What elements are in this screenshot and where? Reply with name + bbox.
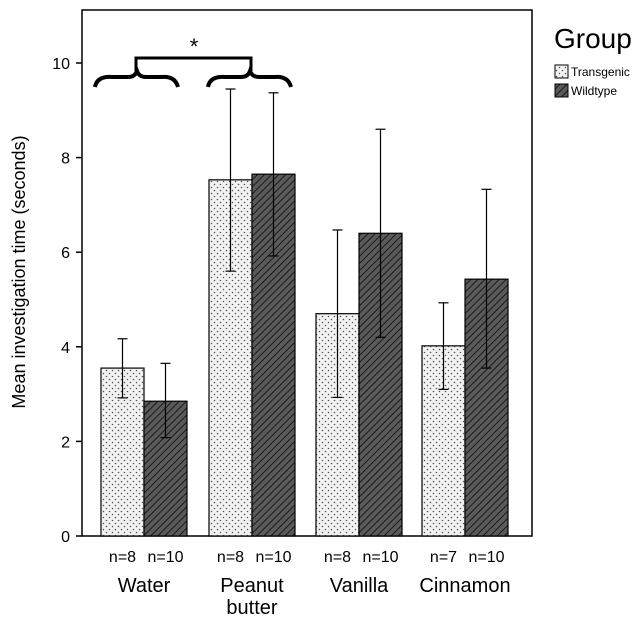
n-labels: n=8 n=10 n=8 n=10 n=8 n=10 n=7 n=10 [109,549,505,566]
brace-right [206,64,293,88]
y-axis: 0 2 4 6 8 10 [52,56,82,546]
x-category-label: Vanilla [330,575,389,597]
legend-swatch-wildtype [554,83,569,98]
n-label: n=10 [147,549,183,566]
x-category-label: Water [118,575,171,597]
category-labels: Water Peanut butter Vanilla Cinnamon [118,575,511,619]
n-label: n=10 [362,549,398,566]
x-category-label: Cinnamon [419,575,510,597]
n-label: n=10 [255,549,291,566]
x-category-label: Peanut butter [220,575,284,619]
significance-star: * [190,34,199,59]
plot-frame [81,9,533,537]
legend-swatch-transgenic [554,64,569,79]
n-label: n=10 [468,549,504,566]
y-tick-label: 2 [61,434,70,451]
y-tick-label: 0 [61,529,70,546]
bar-transgenic-1 [208,179,253,537]
legend-label-transgenic: Transgenic [571,65,630,79]
legend-label-wildtype: Wildtype [571,84,617,98]
n-label: n=8 [324,549,351,566]
n-label: n=8 [217,549,244,566]
y-tick-label: 8 [61,151,70,168]
n-label: n=8 [109,549,136,566]
bar-transgenic-2 [315,313,360,537]
y-axis-label: Mean investigation time (seconds) [9,135,29,408]
significance-bracket [134,56,253,71]
brace-left [93,64,180,88]
legend: Group Transgenic Wildtype [554,23,632,98]
n-label: n=7 [430,549,457,566]
significance-annotation: * [93,34,293,88]
error-bars [117,88,492,439]
y-tick-label: 10 [52,56,70,73]
y-tick-label: 4 [61,340,70,357]
y-tick-label: 6 [61,245,70,262]
legend-title: Group [554,23,632,54]
bars [100,173,509,537]
